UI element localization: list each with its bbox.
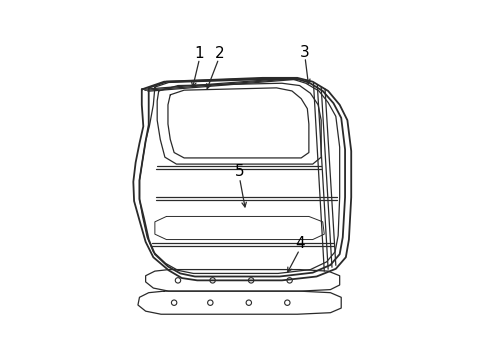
Text: 1: 1: [195, 46, 204, 61]
Text: 5: 5: [235, 164, 245, 179]
Text: 2: 2: [215, 46, 224, 61]
Text: 4: 4: [295, 236, 305, 251]
Text: 3: 3: [300, 45, 310, 60]
